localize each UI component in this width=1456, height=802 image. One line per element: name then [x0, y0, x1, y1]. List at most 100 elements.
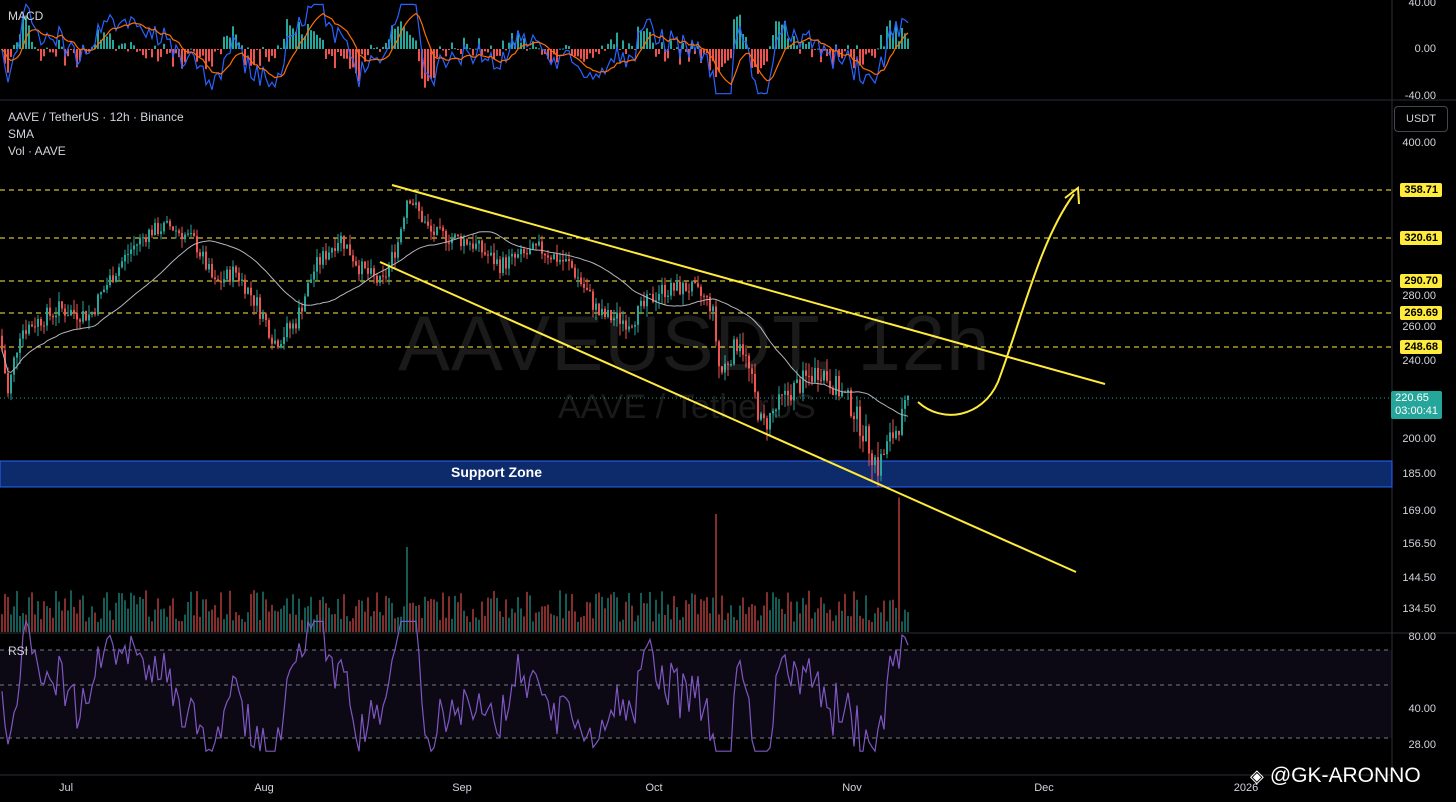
volume-bar	[40, 619, 42, 632]
volume-bar	[874, 613, 876, 632]
candle-body	[115, 275, 117, 283]
candle-body	[55, 315, 57, 318]
volume-bar	[178, 620, 180, 632]
candle-body	[85, 311, 87, 321]
candle-body	[763, 413, 765, 419]
volume-bar	[220, 592, 222, 632]
volume-bar	[379, 611, 381, 632]
level-badge[interactable]: 269.69	[1400, 306, 1442, 320]
macd-histogram-bar	[571, 49, 573, 56]
macd-histogram-bar	[883, 46, 885, 49]
candle-body	[433, 231, 435, 235]
candle-body	[160, 231, 162, 234]
candle-body	[661, 285, 663, 294]
current-price-badge[interactable]: 220.65 03:00:41	[1391, 391, 1442, 419]
diamond-logo-icon: ◈	[1250, 765, 1264, 786]
volume-bar	[205, 599, 207, 632]
macd-histogram-bar	[895, 23, 897, 49]
level-badge[interactable]: 358.71	[1400, 183, 1442, 197]
macd-histogram-bar	[85, 49, 87, 54]
candle-body	[430, 225, 432, 232]
level-badge[interactable]: 320.61	[1400, 231, 1442, 245]
volume-bar	[121, 593, 123, 632]
macd-histogram-bar	[451, 42, 453, 49]
candle-body	[379, 275, 381, 283]
volume-bar	[337, 598, 339, 632]
macd-histogram-bar	[871, 49, 873, 56]
volume-bar	[586, 601, 588, 632]
candle-body	[169, 220, 171, 227]
volume-bar	[217, 617, 219, 632]
volume-bar	[865, 595, 867, 632]
candle-body	[460, 236, 462, 247]
volume-bar	[838, 601, 840, 632]
volume-bar	[637, 615, 639, 632]
volume-bar	[190, 591, 192, 632]
macd-histogram-bar	[199, 49, 201, 57]
volume-bar	[154, 609, 156, 632]
candle-body	[562, 259, 564, 262]
macd-histogram-bar	[907, 38, 909, 49]
candle-body	[283, 337, 285, 345]
candle-body	[667, 295, 669, 297]
volume-bar	[799, 613, 801, 632]
macd-histogram-bar	[727, 49, 729, 61]
macd-histogram-bar	[844, 49, 846, 52]
macd-histogram-bar	[862, 49, 864, 65]
level-badge[interactable]: 290.70	[1400, 274, 1442, 288]
volume-bar	[433, 599, 435, 632]
level-badge[interactable]: 248.68	[1400, 340, 1442, 354]
volume-bar	[739, 605, 741, 632]
macd-histogram-bar	[76, 49, 78, 68]
candle-body	[697, 283, 699, 287]
candle-body	[742, 344, 744, 355]
volume-bar	[250, 594, 252, 632]
volume-bar	[463, 610, 465, 632]
volume-bar	[808, 590, 810, 632]
candle-body	[220, 280, 222, 283]
volume-legend[interactable]: Vol · AAVE	[8, 144, 66, 158]
candle-body	[10, 374, 12, 394]
macd-histogram-bar	[418, 49, 420, 62]
macd-histogram-bar	[703, 49, 705, 54]
time-label: Oct	[645, 782, 663, 794]
projection-curve[interactable]	[917, 193, 1075, 416]
currency-button[interactable]: USDT	[1394, 106, 1448, 132]
candle-body	[772, 411, 774, 413]
support-zone[interactable]	[0, 460, 1393, 488]
sma-legend[interactable]: SMA	[8, 127, 35, 141]
macd-histogram-bar	[406, 31, 408, 49]
volume-bar	[109, 610, 111, 632]
candle-body	[718, 341, 720, 367]
macd-histogram-bar	[205, 49, 207, 70]
volume-bar	[496, 597, 498, 632]
macd-histogram-bar	[655, 49, 657, 57]
symbol-title[interactable]: AAVE / TetherUS · 12h · Binance	[8, 110, 184, 124]
volume-bar	[196, 591, 198, 632]
candle-body	[865, 426, 867, 442]
macd-histogram-bar	[874, 49, 876, 58]
lower-trendline[interactable]	[379, 261, 1077, 573]
candle-body	[658, 293, 660, 301]
macd-histogram-bar	[868, 49, 870, 53]
candle-body	[211, 263, 213, 278]
volume-bar	[754, 605, 756, 632]
candle-body	[859, 406, 861, 436]
upper-trendline[interactable]	[391, 184, 1106, 385]
volume-bar	[265, 599, 267, 632]
candle-body	[361, 261, 363, 275]
candle-body	[391, 252, 393, 265]
candle-body	[64, 308, 66, 316]
volume-bar	[241, 619, 243, 632]
macd-histogram-bar	[505, 49, 507, 51]
candle-body	[328, 252, 330, 260]
volume-bar	[256, 592, 258, 632]
volume-bar	[415, 605, 417, 632]
volume-bar	[760, 615, 762, 632]
time-label: Dec	[1034, 782, 1054, 794]
horizontal-levels[interactable]	[0, 189, 1392, 348]
volume-bar	[232, 620, 234, 632]
macd-histogram-bar	[457, 49, 459, 50]
volume-bar	[91, 606, 93, 632]
